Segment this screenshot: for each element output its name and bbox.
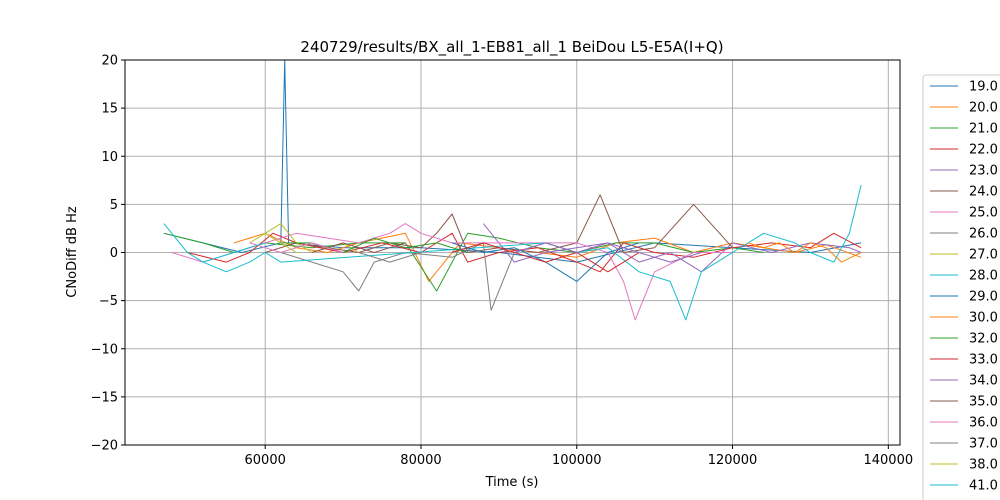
series-line-28.0 xyxy=(163,184,862,321)
y-tick-label: 10 xyxy=(101,150,118,165)
x-tick-label: 60000 xyxy=(245,453,286,468)
x-tick-label: 80000 xyxy=(400,453,441,468)
legend-label: 35.0 xyxy=(969,395,998,410)
legend-label: 26.0 xyxy=(969,227,998,242)
legend-label: 28.0 xyxy=(969,269,998,284)
legend-label: 38.0 xyxy=(969,458,998,473)
y-tick-label: 20 xyxy=(101,54,118,69)
series-line-38.0 xyxy=(264,232,297,253)
legend: 19.0 20.0 21.0 22.0 23.0 24.0 25.0 26.0 27.0 28.0… xyxy=(922,74,1000,500)
y-tick-label: −15 xyxy=(91,390,118,405)
series-line-37.0 xyxy=(358,252,422,263)
series-group xyxy=(163,60,862,321)
series-line-36.0 xyxy=(249,242,344,253)
series-line-25.0 xyxy=(171,223,733,321)
legend-label: 25.0 xyxy=(969,206,998,221)
y-tick-label: 5 xyxy=(110,198,118,213)
legend-label: 36.0 xyxy=(969,416,998,431)
y-tick-label: −10 xyxy=(91,342,118,357)
y-axis-label: CNoDiff dB Hz xyxy=(65,206,80,298)
series-line-20.0 xyxy=(233,232,862,282)
y-tick-label: 0 xyxy=(110,246,118,261)
x-tick-label: 120000 xyxy=(708,453,758,468)
series-line-19.0 xyxy=(163,60,862,263)
legend-label: 27.0 xyxy=(969,248,998,263)
legend-label: 32.0 xyxy=(969,332,998,347)
legend-label: 20.0 xyxy=(969,101,998,116)
x-axis-label: Time (s) xyxy=(485,475,539,490)
legend-label: 23.0 xyxy=(969,164,998,179)
series-line-30.0 xyxy=(747,242,862,263)
legend-label: 19.0 xyxy=(969,80,998,95)
legend-label: 30.0 xyxy=(969,311,998,326)
y-tick-label: 15 xyxy=(101,102,118,117)
legend-label: 29.0 xyxy=(969,290,998,305)
legend-label: 41.0 xyxy=(969,479,998,494)
series-line-41.0 xyxy=(202,242,266,263)
legend-label: 34.0 xyxy=(969,374,998,389)
x-tick-label: 100000 xyxy=(552,453,602,468)
chart-title: 240729/results/BX_all_1-EB81_all_1 BeiDo… xyxy=(300,38,723,57)
legend-label: 21.0 xyxy=(969,122,998,137)
series-line-34.0 xyxy=(514,242,702,263)
legend-label: 37.0 xyxy=(969,437,998,452)
ticks: 60000 80000 100000 120000 140000 −20 −15 −10 −5 0… xyxy=(91,54,914,469)
y-tick-label: −20 xyxy=(91,439,118,454)
legend-label: 22.0 xyxy=(969,143,998,158)
series-line-33.0 xyxy=(451,242,640,273)
y-tick-label: −5 xyxy=(99,294,118,309)
x-tick-label: 140000 xyxy=(863,453,913,468)
legend-box xyxy=(922,74,1000,500)
legend-label: 33.0 xyxy=(969,353,998,368)
legend-label: 24.0 xyxy=(969,185,998,200)
